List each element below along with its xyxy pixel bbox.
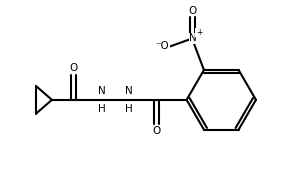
Text: ⁻O: ⁻O	[155, 41, 169, 51]
Text: N: N	[189, 33, 197, 43]
Text: N: N	[125, 86, 133, 96]
Text: +: +	[196, 28, 202, 37]
Text: H: H	[97, 104, 105, 114]
Text: O: O	[153, 126, 161, 136]
Text: O: O	[188, 6, 196, 16]
Text: H: H	[125, 104, 133, 114]
Text: O: O	[70, 63, 78, 73]
Text: N: N	[97, 86, 105, 96]
